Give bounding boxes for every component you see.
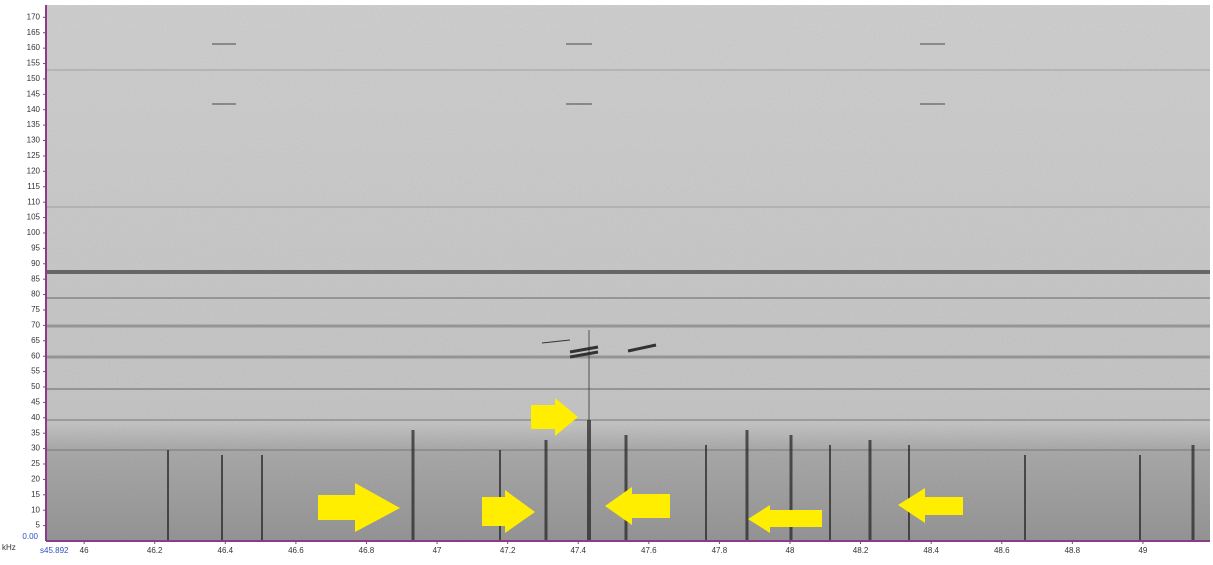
y-tick-label: 95: [31, 243, 40, 252]
y-tick-label: 120: [27, 166, 41, 175]
y-tick-label: 90: [31, 259, 40, 268]
x-tick-label: 48.4: [923, 546, 939, 555]
x-tick-label: 46: [80, 546, 89, 555]
x-tick-label: 48: [786, 546, 795, 555]
y-tick-label: 55: [31, 367, 40, 376]
x-tick-label: 47.6: [641, 546, 657, 555]
y-tick-label: 40: [31, 413, 40, 422]
x-tick-label: 48.8: [1065, 546, 1081, 555]
x-tick-label: 47.4: [570, 546, 586, 555]
y-tick-label: 75: [31, 305, 40, 314]
y-tick-label: 50: [31, 382, 40, 391]
y-tick-label: 80: [31, 290, 40, 299]
x-tick-label: 46.6: [288, 546, 304, 555]
y-unit: kHz: [2, 543, 16, 552]
y-tick-label: 70: [31, 320, 40, 329]
chart: kHz 0.00 s45.892 5 10 15 20 25 30 35 40 45 50 55 60…: [0, 0, 1213, 560]
spectrogram: [46, 5, 1210, 541]
y-tick-label: 140: [27, 105, 41, 114]
y-tick-label: 85: [31, 274, 40, 283]
x-tick-label: 49: [1138, 546, 1147, 555]
page: kHz 0.00 s45.892 5 10 15 20 25 30 35 40 45 50 55 60…: [0, 0, 1213, 560]
y-tick-label: 110: [27, 197, 40, 206]
x-tick-label: 47: [433, 546, 442, 555]
x-tick-label: 46.4: [218, 546, 234, 555]
y-tick-label: 10: [31, 505, 40, 514]
y-tick-label: 125: [27, 151, 41, 160]
y-tick-label: 150: [27, 74, 41, 83]
y-tick-label: 135: [27, 120, 41, 129]
x-tick-label: 46.8: [359, 546, 375, 555]
y-tick-label: 25: [31, 459, 40, 468]
y-tick-label: 130: [27, 136, 41, 145]
y-tick-label: 165: [27, 28, 41, 37]
x-tick-label: 46.2: [147, 546, 163, 555]
y-tick-label: 160: [27, 43, 41, 52]
y-tick-label: 145: [27, 89, 41, 98]
y-tick-label: 170: [27, 12, 41, 21]
y-tick-label: 5: [36, 521, 41, 530]
x-tick-label: 47.8: [712, 546, 728, 555]
y-tick-label: 30: [31, 444, 40, 453]
y-tick-label: 15: [31, 490, 40, 499]
start-label: s45.892: [40, 546, 69, 555]
y-tick-label: 65: [31, 336, 40, 345]
y-tick-label: 115: [27, 182, 40, 191]
y-tick-label: 60: [31, 351, 40, 360]
y-tick-label: 100: [27, 228, 41, 237]
x-tick-label: 47.2: [500, 546, 516, 555]
x-tick-label: 48.6: [994, 546, 1010, 555]
y-tick-label: 35: [31, 428, 40, 437]
x-tick-label: 48.2: [853, 546, 869, 555]
y-tick-label: 20: [31, 475, 40, 484]
y-tick-label: 45: [31, 397, 40, 406]
y-tick-label: 155: [27, 59, 41, 68]
origin-label: 0.00: [22, 532, 38, 541]
y-tick-label: 105: [27, 213, 41, 222]
